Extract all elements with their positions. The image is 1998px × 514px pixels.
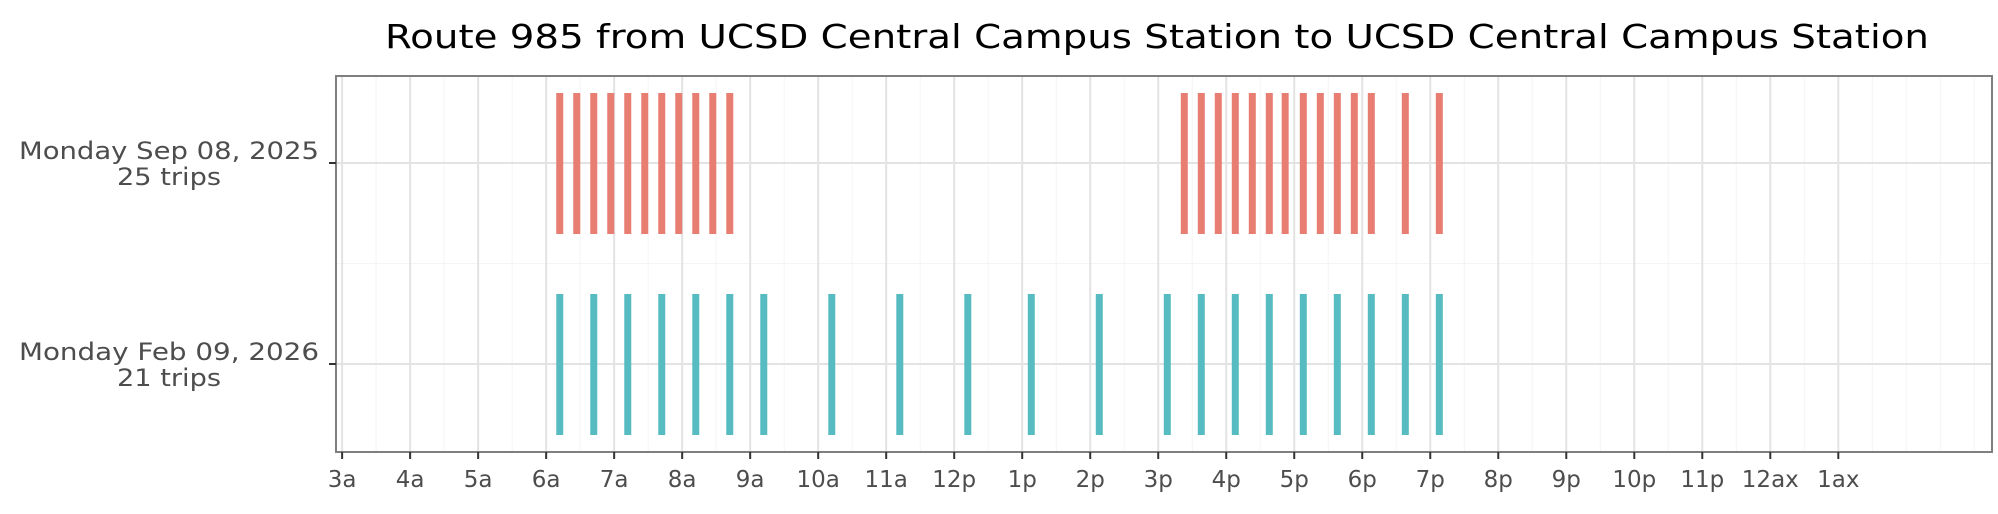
trip-bar <box>964 294 972 435</box>
trip-bar <box>1281 93 1289 234</box>
trip-bar <box>641 93 649 234</box>
trip-bar <box>1163 294 1171 435</box>
x-tick-label: 1p <box>1008 467 1037 493</box>
x-tick-label: 11p <box>1680 467 1724 493</box>
trip-bar <box>590 294 598 435</box>
trip-bar <box>692 93 700 234</box>
x-tick-label: 8a <box>668 467 697 493</box>
trip-bar <box>1180 93 1188 234</box>
trip-bar <box>1333 93 1341 234</box>
trip-bar <box>1367 93 1375 234</box>
trip-bar <box>1401 93 1409 234</box>
trip-bar <box>1265 93 1273 234</box>
trip-bar <box>709 93 717 234</box>
trip-bar <box>1248 93 1256 234</box>
y-label-row1-date: Monday Sep 08, 2025 <box>19 137 319 165</box>
trip-bar <box>1214 93 1222 234</box>
x-tick-label: 4p <box>1212 467 1241 493</box>
trip-bar <box>658 93 666 234</box>
x-tick-label: 5a <box>464 467 493 493</box>
trip-bar <box>1350 93 1358 234</box>
trip-bar <box>624 294 632 435</box>
trip-bar <box>1401 294 1409 435</box>
y-axis: Monday Sep 08, 2025 25 trips Monday Feb … <box>19 137 336 392</box>
trip-bar <box>1197 93 1205 234</box>
trip-bar <box>726 294 734 435</box>
trip-bar <box>573 93 581 234</box>
x-tick-label: 4a <box>396 467 425 493</box>
trip-bar <box>1367 294 1375 435</box>
trip-bar <box>1265 294 1273 435</box>
trip-bar <box>692 294 700 435</box>
x-axis: 3a 4a 5a 6a 7a 8a 9a 10a 11a 12p 1p 2p 3p 4p 5p 6p 7p 8p 9… <box>328 452 1859 493</box>
x-tick-label: 8p <box>1484 467 1513 493</box>
x-tick-label: 6a <box>532 467 561 493</box>
gridlines <box>336 76 1992 452</box>
x-tick-label: 6p <box>1348 467 1377 493</box>
x-tick-label: 12p <box>932 467 976 493</box>
trip-bar <box>1231 294 1239 435</box>
trip-bars <box>556 93 1443 435</box>
trip-bar <box>675 93 683 234</box>
trip-bar <box>760 294 768 435</box>
x-tick-label: 9a <box>736 467 765 493</box>
trip-bar <box>556 93 564 234</box>
trip-bar <box>1435 93 1443 234</box>
x-tick-label: 5p <box>1280 467 1309 493</box>
trip-bar <box>1095 294 1103 435</box>
x-tick-label: 3a <box>328 467 357 493</box>
trip-bar <box>896 294 904 435</box>
x-tick-label: 11a <box>864 467 907 493</box>
chart-title: Route 985 from UCSD Central Campus Stati… <box>385 17 1929 56</box>
trip-bar <box>607 93 615 234</box>
trip-bar <box>1027 294 1035 435</box>
y-label-row2-date: Monday Feb 09, 2026 <box>19 338 319 366</box>
x-tick-label: 7a <box>600 467 629 493</box>
trip-bar <box>590 93 598 234</box>
x-tick-label: 9p <box>1552 467 1581 493</box>
y-label-row1-trips: 25 trips <box>117 163 221 191</box>
trip-bar <box>1197 294 1205 435</box>
trip-bar <box>726 93 734 234</box>
x-tick-label: 10p <box>1612 467 1656 493</box>
trip-bar <box>1299 93 1307 234</box>
x-tick-label: 2p <box>1076 467 1105 493</box>
trip-bar <box>1231 93 1239 234</box>
trip-bar <box>1333 294 1341 435</box>
trip-bar <box>1299 294 1307 435</box>
x-tick-label: 1ax <box>1817 467 1859 493</box>
trip-bar <box>658 294 666 435</box>
trip-bar <box>828 294 836 435</box>
x-tick-label: 7p <box>1416 467 1445 493</box>
x-tick-label: 10a <box>796 467 839 493</box>
y-label-row2-trips: 21 trips <box>117 364 221 392</box>
trip-bar <box>1435 294 1443 435</box>
trip-bar <box>556 294 564 435</box>
x-tick-label: 3p <box>1144 467 1173 493</box>
trip-bar <box>624 93 632 234</box>
panel-border <box>335 75 1993 453</box>
x-tick-label: 12ax <box>1742 467 1799 493</box>
trip-bar <box>1316 93 1324 234</box>
